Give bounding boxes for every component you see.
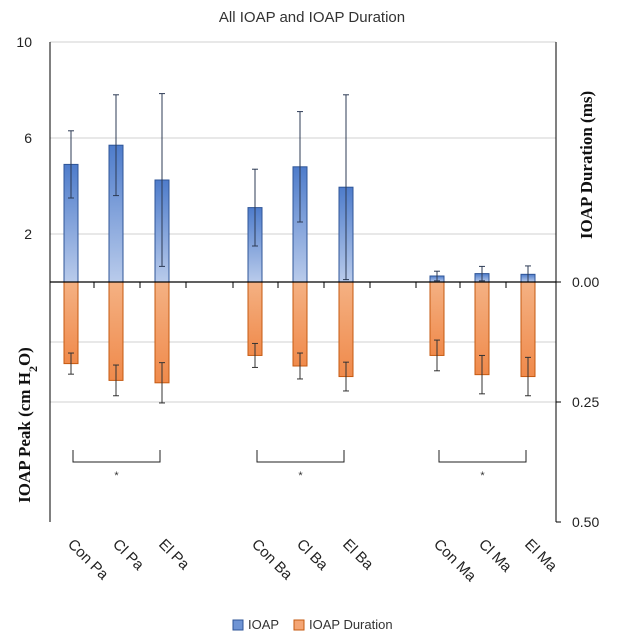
category-label: El Ba	[339, 536, 377, 574]
chart-title: All IOAP and IOAP Duration	[219, 9, 405, 26]
legend: IOAP IOAP Duration	[232, 617, 393, 632]
category-label: El Pa	[155, 536, 193, 574]
significance-marker: *	[298, 470, 303, 482]
category-label: Con Ma	[430, 536, 480, 586]
legend-swatch-ioap	[232, 619, 244, 631]
significance-brackets: * * *	[72, 450, 527, 482]
significance-marker: *	[114, 470, 119, 482]
significance-bracket-2	[438, 450, 527, 463]
right-axis-title: IOAP Duration (ms)	[577, 91, 596, 239]
category-label: Cl Ma	[475, 536, 515, 576]
category-label: Cl Pa	[109, 536, 147, 574]
significance-bracket-0	[72, 450, 161, 463]
category-label: Con Pa	[64, 536, 112, 584]
category-label: Cl Ba	[293, 536, 331, 574]
left-tick-label: 2	[24, 226, 32, 242]
gridlines	[50, 41, 556, 403]
category-label: El Ma	[521, 536, 561, 576]
right-tick-label: 0.25	[572, 394, 599, 410]
legend-swatch-ioap-duration	[293, 619, 305, 631]
right-tick-label: 0.50	[572, 514, 599, 530]
right-tick-label: 0.00	[572, 274, 599, 290]
bars	[63, 93, 536, 404]
axes	[49, 42, 561, 523]
significance-bracket-1	[256, 450, 345, 463]
left-axis-title: IOAP Peak (cm H2O)	[15, 347, 40, 503]
legend-label-ioap-duration: IOAP Duration	[309, 617, 393, 632]
left-tick-label: 10	[16, 34, 32, 50]
significance-marker: *	[480, 470, 485, 482]
legend-label-ioap: IOAP	[248, 617, 279, 632]
left-tick-label: 6	[24, 130, 32, 146]
category-label: Con Ba	[248, 536, 296, 584]
bar-ioap-duration-0	[63, 281, 79, 365]
